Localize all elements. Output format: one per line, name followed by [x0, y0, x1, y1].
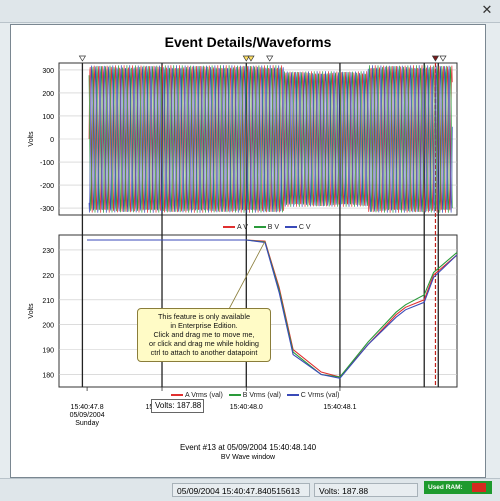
tooltip-pointer	[228, 241, 266, 310]
bottom-y-tick-label: 220	[42, 273, 54, 280]
tooltip-line: This feature is only available	[157, 312, 251, 321]
legend-item-b-vrms: B Vrms (val)	[228, 392, 281, 399]
used-ram-label: Used RAM:	[428, 484, 463, 491]
top-y-tick-label: -100	[40, 160, 54, 167]
status-datetime: 05/09/2004 15:40:47.840515613	[172, 483, 310, 497]
top-y-axis-label: Volts	[28, 131, 35, 147]
top-y-tick-label: 0	[50, 137, 54, 144]
page-title: Event Details/Waveforms	[164, 34, 332, 50]
tooltip-line: in Enterprise Edition.	[170, 321, 238, 330]
used-ram-indicator: Used RAM:	[424, 481, 492, 494]
bottom-y-tick-label: 190	[42, 348, 54, 355]
legend-item-a-v: A V	[223, 224, 248, 231]
x-tick-label: 15:40:48.1	[323, 404, 356, 411]
chart-frame: Event Details/Waveforms 300 200 100 0 -100 -2…	[10, 24, 486, 478]
status-bar: 05/09/2004 15:40:47.840515613 Volts: 187…	[0, 478, 500, 501]
top-y-tick-label: 300	[42, 68, 54, 75]
waveform-plot[interactable]: 300 200 100 0 -100 -200 -300 230 220 210 200 190 180…	[11, 25, 485, 477]
x-tick-sublabel: Sunday	[75, 420, 99, 427]
tooltip-line: Click and drag me to move me,	[153, 330, 255, 339]
waveform-series-c	[88, 65, 453, 213]
bottom-legend: A Vrms (val) B Vrms (val) C Vrms (val)	[171, 392, 339, 399]
tooltip-line: ctrl to attach to another datapoint	[150, 348, 258, 357]
marker-triangle-icon	[266, 55, 274, 62]
legend-item-c-vrms: C Vrms (val)	[286, 392, 339, 399]
x-tick-label: 15:40:48.0	[230, 404, 263, 411]
bottom-y-axis-label: Volts	[28, 303, 35, 319]
rms-series-c	[87, 239, 458, 379]
top-y-tick-label: -200	[40, 183, 54, 190]
marker-triangle-icon	[431, 55, 440, 62]
legend-item-b-v: B V	[253, 224, 279, 231]
top-y-tick-label: -300	[40, 206, 54, 213]
bottom-y-tick-label: 230	[42, 248, 54, 255]
marker-triangle-icon	[439, 55, 447, 62]
volts-readout: Volts: 187.88	[151, 399, 204, 413]
top-legend: A V B V C V	[223, 224, 311, 231]
window-label: BV Wave window	[220, 454, 276, 461]
bottom-y-tick-label: 210	[42, 298, 54, 305]
marker-triangle-icon	[242, 55, 250, 62]
bottom-y-tick-label: 180	[42, 373, 54, 380]
x-tick-sublabel: 05/09/2004	[70, 412, 105, 419]
top-y-tick-label: 200	[42, 91, 54, 98]
legend-item-a-vrms: A Vrms (val)	[171, 392, 223, 399]
tooltip-line: or click and drag me while holding	[149, 339, 259, 348]
legend-item-c-v: C V	[284, 224, 311, 231]
x-tick-label: 15:40:47.8	[71, 404, 104, 411]
status-volts: Volts: 187.88	[314, 483, 418, 497]
bottom-y-tick-label: 200	[42, 323, 54, 330]
ram-usage-bar	[472, 483, 486, 492]
window-topbar: ✕	[0, 0, 500, 23]
enterprise-tooltip[interactable]: This feature is only available in Enterp…	[137, 308, 271, 362]
waveform-series-a	[88, 65, 453, 213]
event-label: Event #13 at 05/09/2004 15:40:48.140	[179, 443, 317, 452]
marker-triangle-icon	[78, 55, 87, 62]
marker-triangle-icon	[247, 55, 255, 62]
close-icon[interactable]: ✕	[481, 2, 493, 17]
top-y-tick-label: 100	[42, 114, 54, 121]
